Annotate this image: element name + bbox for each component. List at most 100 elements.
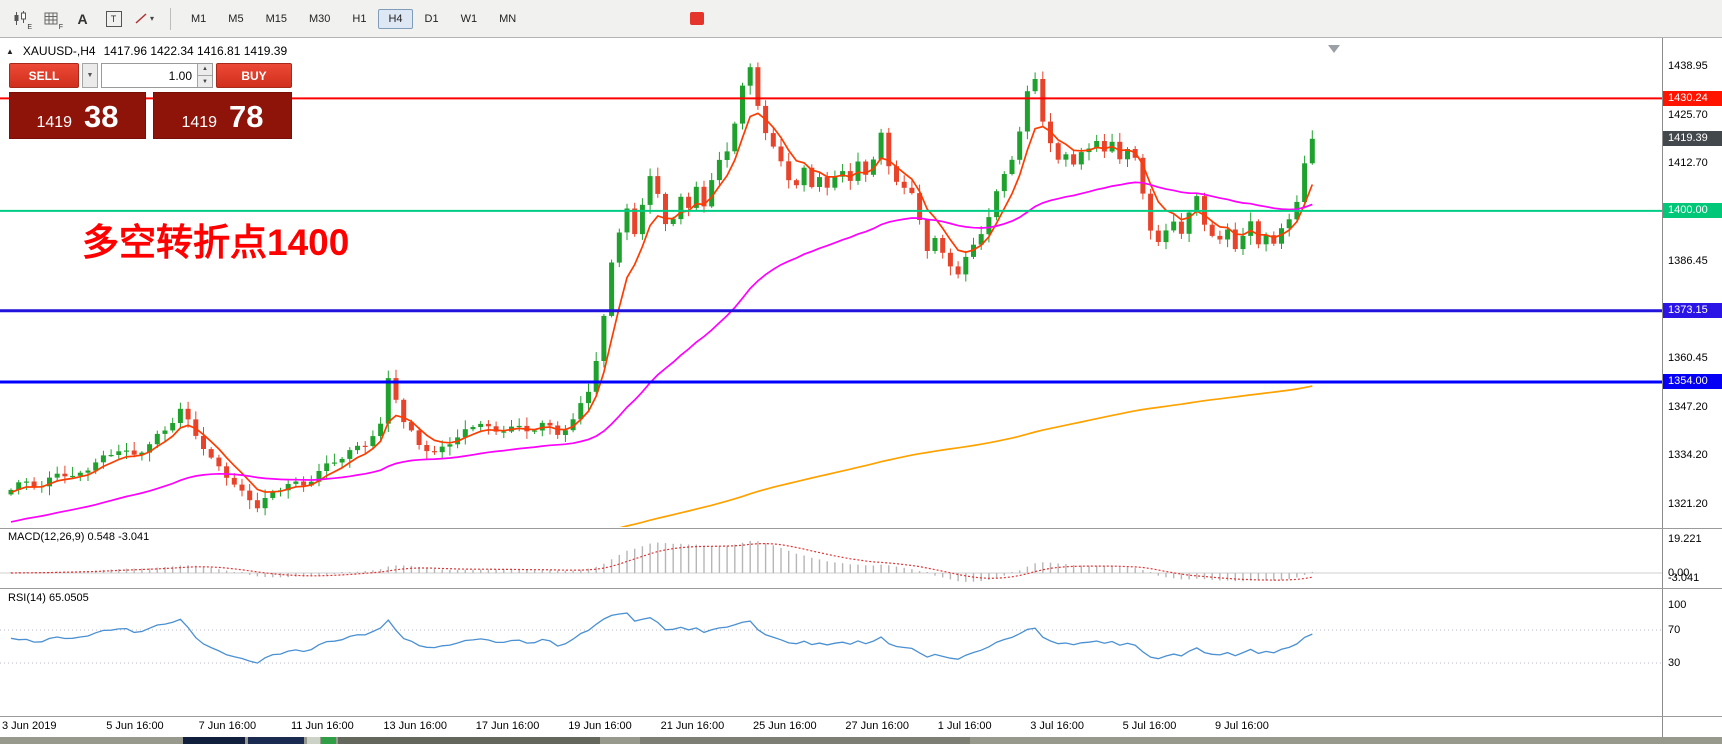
- time-axis-label: 21 Jun 16:00: [660, 720, 725, 732]
- trend-annotation: 多空转折点1400: [82, 222, 350, 263]
- rsi-value: 65.0505: [48, 592, 89, 604]
- rsi-name: RSI(14): [8, 592, 46, 604]
- volume-increase-button[interactable]: ▲: [197, 64, 212, 75]
- timeframe-m5[interactable]: M5: [228, 12, 244, 25]
- time-axis-label: 13 Jun 16:00: [383, 720, 448, 732]
- text-box-icon[interactable]: T: [99, 5, 128, 33]
- bid-price-pips: 38: [84, 99, 119, 134]
- resistance-line-badge: 1430.24: [1663, 90, 1722, 106]
- time-axis-label: 11 Jun 16:00: [291, 720, 354, 732]
- trade-controls-row: SELL ▼ ▲ ▼ BUY: [9, 63, 292, 88]
- timeframe-h1[interactable]: H1: [352, 12, 367, 25]
- time-axis: 3 Jun 2019 5 Jun 16:00 7 Jun 16:00 11 Jun 1…: [0, 717, 1662, 737]
- bid-price-display[interactable]: 1419 38: [9, 92, 146, 139]
- rsi-label: RSI(14) 65.0505: [8, 592, 89, 604]
- sell-button[interactable]: SELL: [9, 63, 79, 88]
- macd-scale-label: 19.221: [1668, 532, 1702, 545]
- timeframe-m30[interactable]: M30: [308, 12, 331, 25]
- collapse-icon[interactable]: ▲: [6, 47, 14, 56]
- timeframe-d1[interactable]: D1: [424, 12, 439, 25]
- volume-decrease-button[interactable]: ▼: [197, 75, 212, 87]
- timeframe-m1[interactable]: M1: [191, 12, 207, 25]
- chart-shift-marker[interactable]: [1328, 45, 1340, 53]
- rsi-indicator: [0, 612, 1662, 664]
- macd-label: MACD(12,26,9) 0.548 -3.041: [8, 531, 149, 543]
- timeframe-mn[interactable]: MN: [499, 12, 517, 25]
- symbol-period-label: XAUUSD-,H4: [22, 44, 96, 58]
- toolbar-red-icon[interactable]: [690, 12, 704, 25]
- moving-averages: [10, 112, 1314, 582]
- trendline-glyph: [135, 13, 147, 24]
- toolbar: E F A T ▾ M1 M5 M15 M30 H1 H4 D1 W1 MN: [0, 0, 1722, 38]
- buy-button[interactable]: BUY: [216, 63, 292, 88]
- timeframe-w1[interactable]: W1: [460, 12, 478, 25]
- pane-separator[interactable]: [0, 588, 1722, 589]
- time-axis-label: 1 Jul 16:00: [937, 720, 992, 732]
- volume-input[interactable]: [101, 63, 213, 88]
- timeframe-m15[interactable]: M15: [265, 12, 287, 25]
- draw-tools-icon[interactable]: ▾: [130, 5, 159, 33]
- icon-letter: T: [105, 10, 122, 27]
- pane-separator: [0, 716, 1722, 717]
- ohlc-values: 1417.96 1422.34 1416.81 1419.39: [103, 44, 288, 58]
- macd-indicator: [0, 540, 1662, 582]
- time-axis-label: 5 Jun 16:00: [106, 720, 164, 732]
- bottom-strip-segment: [338, 737, 600, 744]
- time-axis-label: 3 Jun 2019: [2, 720, 57, 732]
- pane-separator[interactable]: [0, 528, 1722, 529]
- bottom-strip-segment: [183, 737, 245, 744]
- ask-price-main: 1419: [181, 114, 218, 131]
- time-axis-label: 7 Jun 16:00: [198, 720, 257, 732]
- time-axis-label: 17 Jun 16:00: [475, 720, 540, 732]
- bid-price-main: 1419: [36, 114, 73, 131]
- price-axis-label: 1425.70: [1668, 108, 1708, 121]
- time-axis-label: 3 Jul 16:00: [1030, 720, 1085, 732]
- icon-letter: E: [27, 23, 32, 31]
- grid-icon[interactable]: F: [37, 5, 66, 33]
- volume-spinner: ▲ ▼: [197, 64, 212, 87]
- bottom-strip-segment: [321, 737, 336, 744]
- price-axis: 1438.95 1425.70 1412.70 1386.45 1360.45 1347.…: [1662, 0, 1722, 744]
- icon-letter: A: [77, 10, 88, 27]
- icon-letter: F: [58, 23, 63, 31]
- ma-medium-line[interactable]: [10, 181, 1313, 523]
- macd-scale-label: 0.00: [1668, 566, 1690, 579]
- grid-glyph: [44, 12, 58, 25]
- ask-price-pips: 78: [229, 99, 264, 134]
- time-axis-label: 25 Jun 16:00: [753, 720, 817, 732]
- time-axis-label: 19 Jun 16:00: [568, 720, 632, 732]
- chevron-down-icon: ▾: [149, 14, 154, 23]
- volume-dropdown-button[interactable]: ▼: [82, 63, 98, 88]
- bottom-strip-segment: [248, 737, 304, 744]
- bottom-strip-segment: [307, 737, 320, 744]
- support-line-badge-1: 1373.15: [1663, 303, 1722, 319]
- quote-row: 1419 38 1419 78: [9, 92, 292, 139]
- price-axis-label: 1412.70: [1668, 157, 1708, 170]
- rsi-scale-label: 70: [1668, 623, 1681, 636]
- volume-field: ▲ ▼: [101, 63, 213, 88]
- timeframe-h4[interactable]: H4: [378, 8, 413, 29]
- rsi-scale-label: 100: [1668, 598, 1687, 611]
- current-price-badge: 1419.39: [1663, 131, 1722, 147]
- macd-scale-label: -3.041: [1668, 571, 1700, 584]
- price-axis-label: 1360.45: [1668, 351, 1708, 364]
- candlestick-series: [8, 62, 1315, 516]
- ma-fast-line[interactable]: [10, 112, 1314, 494]
- candlestick-glyph: [14, 11, 26, 25]
- time-axis-label: 27 Jun 16:00: [845, 720, 910, 732]
- macd-name: MACD(12,26,9): [8, 531, 85, 543]
- rsi-scale-label: 30: [1668, 656, 1681, 669]
- macd-signal-line: [10, 542, 1313, 581]
- bottom-strip-segment: [640, 737, 970, 744]
- price-axis-label: 1321.20: [1668, 497, 1708, 510]
- text-label-icon[interactable]: A: [68, 5, 97, 33]
- time-axis-label: 9 Jul 16:00: [1215, 720, 1269, 732]
- price-axis-label: 1347.20: [1668, 400, 1708, 413]
- chart-style-icon[interactable]: E: [6, 5, 35, 33]
- ma-slow-line[interactable]: [11, 385, 1313, 582]
- price-axis-label: 1386.45: [1668, 254, 1708, 267]
- ask-price-display[interactable]: 1419 78: [153, 92, 292, 139]
- toolbar-separator: [170, 7, 171, 30]
